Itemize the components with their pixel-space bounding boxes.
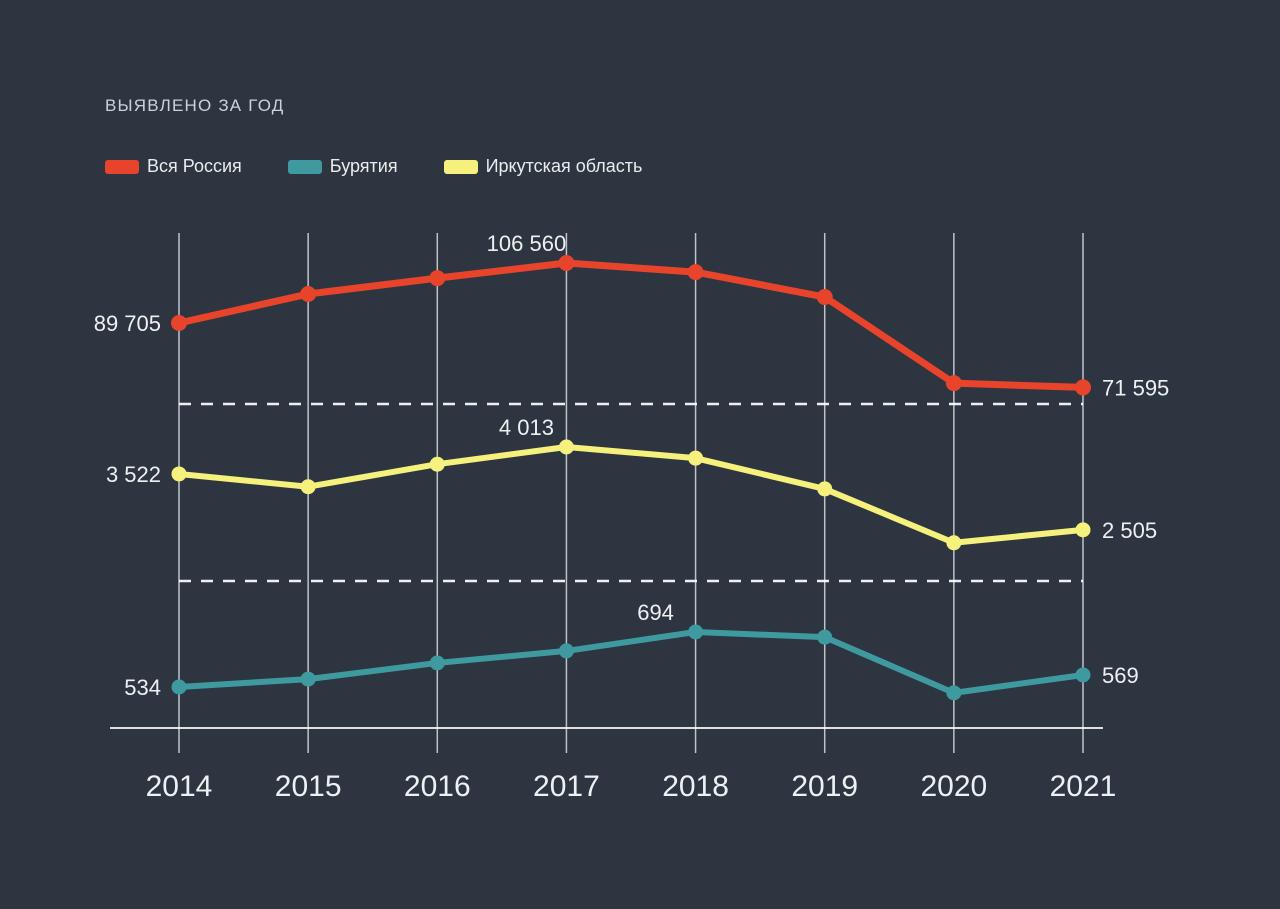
data-point xyxy=(817,629,833,645)
data-point xyxy=(171,314,187,331)
data-label: 534 xyxy=(124,675,161,700)
data-point xyxy=(945,375,962,392)
data-label: 89 705 xyxy=(94,311,161,336)
data-point xyxy=(429,655,445,671)
legend-swatch-russia xyxy=(105,159,139,174)
legend-item-irkutsk: Иркутская область xyxy=(443,156,643,177)
data-point xyxy=(171,466,187,482)
legend-item-russia: Вся Россия xyxy=(105,156,242,177)
year-label: 2017 xyxy=(533,770,600,803)
data-point xyxy=(300,479,316,495)
data-point xyxy=(171,679,187,695)
data-point xyxy=(558,439,574,455)
data-label: 2 505 xyxy=(1102,518,1157,543)
series-line-2 xyxy=(176,444,1087,546)
year-label: 2020 xyxy=(920,770,987,803)
data-label: 3 522 xyxy=(106,462,161,487)
data-point xyxy=(300,671,316,687)
legend-swatch-buryatia xyxy=(287,159,322,174)
data-label: 106 560 xyxy=(487,231,567,256)
year-label: 2014 xyxy=(146,770,213,803)
data-point xyxy=(429,270,446,287)
data-point xyxy=(688,450,704,466)
legend-item-buryatia: Бурятия xyxy=(287,156,398,177)
year-label: 2015 xyxy=(275,770,342,803)
legend-label-buryatia: Бурятия xyxy=(329,156,398,176)
year-label: 2018 xyxy=(662,770,729,803)
data-point xyxy=(946,535,962,551)
data-point xyxy=(429,456,445,472)
data-point xyxy=(687,264,704,281)
series-line-1 xyxy=(176,629,1087,696)
legend-label-irkutsk: Иркутская область xyxy=(485,156,643,176)
data-point xyxy=(688,624,704,640)
data-point xyxy=(1075,522,1091,538)
year-label: 2021 xyxy=(1050,770,1117,803)
series-line-0 xyxy=(175,259,1087,391)
data-point xyxy=(817,481,833,497)
data-label: 694 xyxy=(637,600,674,625)
data-point xyxy=(1075,667,1091,683)
data-point xyxy=(1075,379,1092,396)
data-point xyxy=(558,255,575,271)
legend: Вся Россия Бурятия Иркутская область xyxy=(105,156,642,177)
legend-label-russia: Вся Россия xyxy=(147,156,242,176)
data-label: 4 013 xyxy=(499,415,554,440)
data-point xyxy=(558,643,574,659)
data-label: 71 595 xyxy=(1102,375,1169,400)
data-point xyxy=(946,685,962,701)
data-label: 569 xyxy=(1102,663,1139,688)
data-point xyxy=(300,285,317,302)
year-label: 2016 xyxy=(404,770,471,803)
year-label: 2019 xyxy=(791,770,858,803)
data-point xyxy=(816,289,833,306)
legend-swatch-irkutsk xyxy=(443,159,478,174)
page-title: ВЫЯВЛЕНО ЗА ГОД xyxy=(105,96,285,115)
